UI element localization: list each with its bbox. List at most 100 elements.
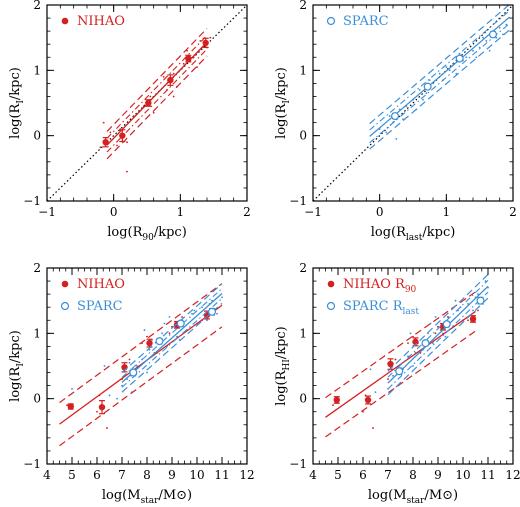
data-point bbox=[489, 30, 498, 39]
legend-marker bbox=[326, 16, 336, 26]
sample-point bbox=[168, 332, 171, 335]
fit-band-outer bbox=[106, 28, 208, 132]
y-tick-label: 0 bbox=[33, 129, 41, 143]
data-point bbox=[421, 339, 430, 348]
sample-point bbox=[412, 335, 414, 338]
sample-point bbox=[392, 374, 394, 377]
plot-area bbox=[325, 274, 489, 438]
sample-point bbox=[434, 316, 437, 318]
fit-line bbox=[387, 285, 489, 384]
legend-marker bbox=[61, 280, 69, 288]
legend-marker bbox=[60, 301, 70, 311]
one-to-one-line bbox=[313, 5, 513, 201]
legend-label: NIHAO bbox=[77, 14, 125, 29]
y-axis-label: log(RI/kpc) bbox=[274, 67, 292, 139]
y-tick-label: 1 bbox=[299, 326, 307, 340]
panel-bottom-right: 4 5 6 7 8 9 10 11 12−1012log(Mstar/M⊙)log(RHI/kp… bbox=[274, 261, 520, 506]
data-point bbox=[129, 368, 138, 377]
sample-point bbox=[482, 36, 484, 39]
sample-point bbox=[395, 138, 398, 140]
sample-point bbox=[505, 23, 508, 26]
legend-marker bbox=[61, 17, 69, 25]
sample-point bbox=[394, 358, 397, 361]
y-tick-label: 2 bbox=[299, 0, 307, 12]
sample-point bbox=[116, 144, 118, 147]
data-point bbox=[387, 360, 394, 368]
sample-point bbox=[454, 299, 457, 302]
fit-line bbox=[369, 16, 511, 137]
sample-point bbox=[108, 394, 111, 397]
x-tick-label: 11 bbox=[214, 468, 229, 482]
sample-point bbox=[409, 332, 412, 335]
data-point bbox=[476, 296, 485, 305]
sample-point bbox=[475, 56, 478, 59]
legend-marker bbox=[326, 301, 336, 311]
sample-point bbox=[102, 121, 105, 124]
sample-point bbox=[407, 342, 409, 345]
y-tick-label: 1 bbox=[33, 326, 41, 340]
x-tick-label: 6 bbox=[359, 468, 367, 482]
x-tick-label: 6 bbox=[93, 468, 101, 482]
sample-point bbox=[128, 358, 131, 361]
sample-point bbox=[161, 332, 163, 335]
sample-point bbox=[162, 75, 165, 78]
sample-point bbox=[146, 371, 148, 374]
sample-point bbox=[172, 72, 175, 75]
x-tick-label: 4 bbox=[309, 468, 317, 482]
data-point bbox=[176, 319, 185, 328]
y-tick-label: 1 bbox=[299, 63, 307, 77]
y-tick-label: −1 bbox=[23, 194, 41, 208]
sample-point bbox=[448, 69, 451, 72]
y-axis-label: log(RI/kpc) bbox=[8, 330, 26, 402]
sample-point bbox=[412, 365, 414, 367]
fit-band-inner bbox=[106, 34, 208, 139]
sample-point bbox=[126, 141, 128, 144]
fit-band-outer bbox=[121, 283, 223, 373]
data-point bbox=[395, 367, 404, 376]
panel-top-left: −1 0 1 2 −1 0 1 2 log(R90/kpc) log(RI/kpc) NIHAO bbox=[8, 0, 251, 243]
data-point bbox=[167, 76, 174, 84]
data-point bbox=[98, 403, 106, 411]
sample-point bbox=[387, 378, 389, 380]
fit-band-inner bbox=[387, 280, 489, 378]
y-tick-label: 2 bbox=[33, 0, 41, 12]
sample-point bbox=[422, 98, 424, 101]
data-point bbox=[423, 82, 432, 91]
sample-point bbox=[432, 342, 434, 345]
panel-top-right: −1 0 1 2 −1 0 1 2 log(Rlast/kpc) log(RI/kpc) SPARC bbox=[274, 0, 517, 243]
plot-area bbox=[313, 5, 513, 201]
fit-band-inner bbox=[121, 297, 223, 388]
y-tick-label: −1 bbox=[289, 457, 307, 471]
sample-point bbox=[66, 404, 68, 407]
plot-frame bbox=[312, 4, 514, 202]
sample-point bbox=[152, 111, 155, 114]
sample-point bbox=[206, 319, 208, 322]
y-tick-label: 2 bbox=[299, 261, 307, 275]
x-tick-label: 1 bbox=[443, 205, 451, 219]
sample-point bbox=[143, 329, 146, 331]
x-tick-label: 7 bbox=[118, 468, 126, 482]
x-tick-label: 7 bbox=[384, 468, 392, 482]
data-point bbox=[455, 54, 464, 63]
y-axis-label: log(RI/kpc) bbox=[8, 67, 26, 139]
x-tick-label: 2 bbox=[509, 205, 517, 219]
sample-point bbox=[146, 335, 148, 338]
sample-point bbox=[369, 368, 372, 371]
data-point bbox=[202, 39, 209, 47]
legend-label: NIHAO R90 bbox=[343, 277, 417, 295]
sample-point bbox=[498, 26, 501, 29]
y-tick-label: 2 bbox=[33, 261, 41, 275]
y-tick-label: 0 bbox=[33, 392, 41, 406]
sample-point bbox=[465, 56, 468, 59]
data-point bbox=[155, 337, 164, 346]
sample-point bbox=[444, 335, 447, 338]
fit-band-outer bbox=[387, 274, 489, 372]
sample-point bbox=[477, 309, 479, 312]
x-axis-label: log(Mstar/M⊙) bbox=[102, 488, 192, 506]
sample-point bbox=[201, 306, 203, 309]
y-tick-label: −1 bbox=[23, 457, 41, 471]
sample-point bbox=[472, 309, 474, 312]
sample-point bbox=[193, 309, 196, 312]
sample-point bbox=[126, 170, 128, 173]
sample-point bbox=[488, 49, 491, 52]
